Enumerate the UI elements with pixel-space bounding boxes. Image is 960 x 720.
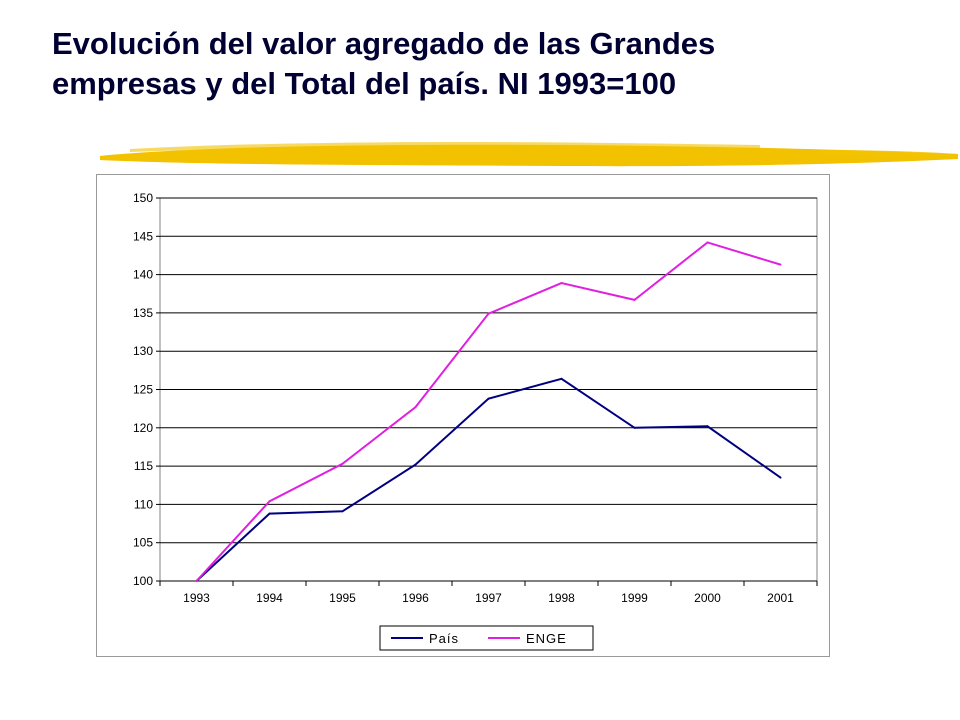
x-tick-label: 1999 xyxy=(621,591,648,605)
data-point xyxy=(414,463,417,466)
slide-title-line-1: Evolución del valor agregado de las Gran… xyxy=(52,26,716,61)
x-tick-label: 1993 xyxy=(183,591,210,605)
legend-label: País xyxy=(429,631,459,646)
slide-title: Evolución del valor agregado de las Gran… xyxy=(52,24,912,104)
x-tick-label: 2001 xyxy=(767,591,794,605)
data-point xyxy=(268,512,271,515)
x-tick-label: 1998 xyxy=(548,591,575,605)
x-tick-label: 1997 xyxy=(475,591,502,605)
data-point xyxy=(268,500,271,503)
y-tick-label: 100 xyxy=(133,574,153,588)
y-tick-label: 120 xyxy=(133,421,153,435)
y-tick-label: 140 xyxy=(133,268,153,282)
data-point xyxy=(633,426,636,429)
data-point xyxy=(487,397,490,400)
data-point xyxy=(341,462,344,465)
y-tick-label: 145 xyxy=(133,229,153,243)
y-tick-label: 150 xyxy=(133,191,153,205)
data-point xyxy=(560,377,563,380)
x-tick-label: 1996 xyxy=(402,591,429,605)
x-tick-label: 1995 xyxy=(329,591,356,605)
data-point xyxy=(414,406,417,409)
y-tick-label: 110 xyxy=(134,497,153,511)
y-tick-label: 130 xyxy=(133,344,153,358)
slide-title-line-2: empresas y del Total del país. NI 1993=1… xyxy=(52,66,677,101)
chart-frame: 100 105 110 115 120 125 130 135 140 145 150 1993 199… xyxy=(96,174,830,657)
data-point xyxy=(341,510,344,513)
y-tick-label: 105 xyxy=(133,536,153,550)
y-tick-label: 125 xyxy=(133,383,153,397)
y-tick-label: 135 xyxy=(133,306,153,320)
line-chart: 100 105 110 115 120 125 130 135 140 145 150 1993 199… xyxy=(133,191,818,651)
data-point xyxy=(779,263,782,266)
y-tick-label: 115 xyxy=(134,459,153,473)
data-point xyxy=(195,580,198,582)
data-point xyxy=(706,425,709,428)
data-point xyxy=(706,241,709,244)
x-tick-label: 2000 xyxy=(694,591,721,605)
x-tick-label: 1994 xyxy=(256,591,283,605)
data-point xyxy=(487,312,490,315)
data-point xyxy=(633,298,636,301)
legend-label: ENGE xyxy=(526,631,567,646)
data-point xyxy=(560,282,563,285)
data-point xyxy=(779,476,782,479)
